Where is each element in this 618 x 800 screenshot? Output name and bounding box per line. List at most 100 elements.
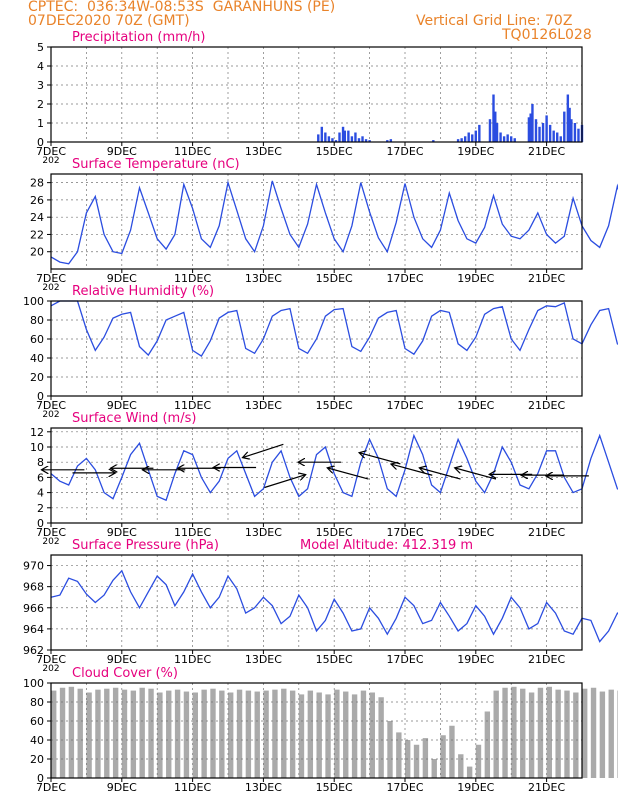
precip-bar (494, 111, 497, 142)
precip-bar (545, 115, 548, 142)
cloud-cover-bar (95, 689, 101, 778)
temp-frame (50, 173, 583, 270)
cloud-cover-bar (174, 689, 181, 778)
rh-year-stub: 202 (42, 410, 59, 420)
temp-x-tick-label: 15DEC (316, 272, 353, 285)
cloud-cover-bar (121, 689, 128, 778)
pressure-x-tick-label: 11DEC (174, 653, 211, 666)
cloud-cover-bar (219, 690, 225, 778)
temp-x-tick-label: 11DEC (174, 272, 211, 285)
cloud-frame (50, 682, 583, 779)
wind-year-stub: 202 (42, 537, 59, 547)
precip-bar (495, 123, 499, 142)
rh-x-tick-label: 15DEC (316, 399, 353, 412)
precip-x-tick-label: 7DEC (36, 145, 66, 158)
cloud-cover-bar (573, 692, 579, 778)
precip-bar (364, 139, 368, 142)
pressure-y-tick-label: 962 (23, 644, 44, 657)
precip-bar (548, 124, 552, 142)
cloud-cover-bar (484, 711, 491, 778)
cloud-cover-bar (148, 688, 154, 778)
wind-arrow (243, 443, 284, 457)
pressure-y-tick-label: 966 (23, 602, 44, 615)
precip-bar (541, 123, 545, 142)
precip-bar (354, 132, 357, 142)
precip-bar (529, 113, 532, 142)
cloud-cover-bar (325, 694, 331, 778)
temp-y-tick-label: 28 (30, 177, 44, 190)
temp-year-stub: 202 (42, 283, 59, 293)
precip-x-tick-label: 19DEC (457, 145, 494, 158)
precip-bar (432, 140, 435, 142)
cloud-y-tick-label: 20 (30, 753, 44, 766)
cloud-cover-bar (582, 688, 588, 778)
rh-chart-title: Relative Humidity (%) (72, 284, 214, 299)
cloud-cover-bar (104, 688, 110, 778)
precip-year-stub: 202 (42, 156, 59, 166)
rh-x-tick-label: 17DEC (386, 399, 423, 412)
cloud-cover-bar (263, 690, 269, 778)
precip-x-tick-label: 21DEC (528, 145, 565, 158)
cloud-y-tick-label: 40 (30, 734, 44, 747)
pressure-x-tick-label: 19DEC (457, 653, 494, 666)
pressure-x-tick-label: 7DEC (36, 653, 66, 666)
grid-note: Vertical Grid Line: 70Z (416, 13, 573, 29)
pressure-x-tick-label: 13DEC (245, 653, 282, 666)
precip-bar (341, 126, 345, 142)
temp-series-line (50, 180, 618, 265)
cloud-cover-bar (59, 687, 66, 778)
precip-bar (347, 130, 350, 142)
cloud-cover-bar (475, 744, 482, 778)
cloud-cover-bar (537, 687, 544, 778)
cloud-cover-bar (157, 692, 163, 778)
wind-x-tick-label: 15DEC (316, 526, 353, 539)
cloud-cover-bar (281, 688, 287, 778)
cloud-x-tick-label: 11DEC (174, 781, 211, 794)
cloud-cover-bar (590, 687, 597, 778)
pressure-y-tick-label: 968 (23, 581, 44, 594)
wind-y-tick-label: 4 (37, 487, 44, 500)
pressure-frame (50, 554, 583, 651)
cloud-cover-bar (298, 694, 305, 778)
model-code: TQ0126L028 (502, 27, 592, 43)
pressure-x-tick-label: 21DEC (528, 653, 565, 666)
pressure-x-tick-label: 15DEC (316, 653, 353, 666)
wind-series-line (50, 433, 618, 502)
precip-bar (474, 130, 477, 142)
precip-bar (577, 128, 580, 142)
pressure-chart-title: Surface Pressure (hPa) (72, 538, 219, 553)
precip-bar (389, 139, 393, 142)
rh-x-tick-label: 11DEC (174, 399, 211, 412)
cloud-cover-bar (351, 694, 358, 778)
temp-x-tick-label: 21DEC (528, 272, 565, 285)
precip-bar (460, 138, 463, 142)
cloud-cover-bar (68, 686, 75, 778)
rh-x-tick-label: 19DEC (457, 399, 494, 412)
precip-bar (320, 126, 324, 142)
cloud-cover-bar (511, 686, 517, 778)
cloud-x-tick-label: 19DEC (457, 781, 494, 794)
cloud-y-tick-label: 80 (30, 696, 44, 709)
wind-x-tick-label: 19DEC (457, 526, 494, 539)
wind-y-tick-label: 8 (37, 456, 44, 469)
cloud-cover-bar (599, 691, 606, 778)
precip-bar (566, 94, 570, 142)
cloud-cover-bar (520, 688, 526, 778)
precip-bar (488, 119, 492, 142)
precip-bar (357, 138, 361, 142)
cloud-cover-bar (272, 689, 278, 778)
precip-y-tick-label: 0 (37, 136, 44, 149)
precip-bar (538, 126, 541, 142)
precip-y-tick-label: 1 (37, 117, 44, 130)
precip-bar (552, 130, 555, 142)
precip-frame (50, 46, 583, 143)
wind-arrow (328, 468, 369, 480)
wind-x-tick-label: 13DEC (245, 526, 282, 539)
cloud-cover-bar (502, 687, 508, 778)
wind-x-tick-label: 9DEC (107, 526, 137, 539)
cloud-cover-bar (564, 690, 570, 778)
rh-x-tick-label: 7DEC (36, 399, 66, 412)
pressure-y-tick-label: 964 (23, 623, 44, 636)
rh-frame (50, 300, 583, 397)
rh-y-tick-label: 20 (30, 371, 44, 384)
